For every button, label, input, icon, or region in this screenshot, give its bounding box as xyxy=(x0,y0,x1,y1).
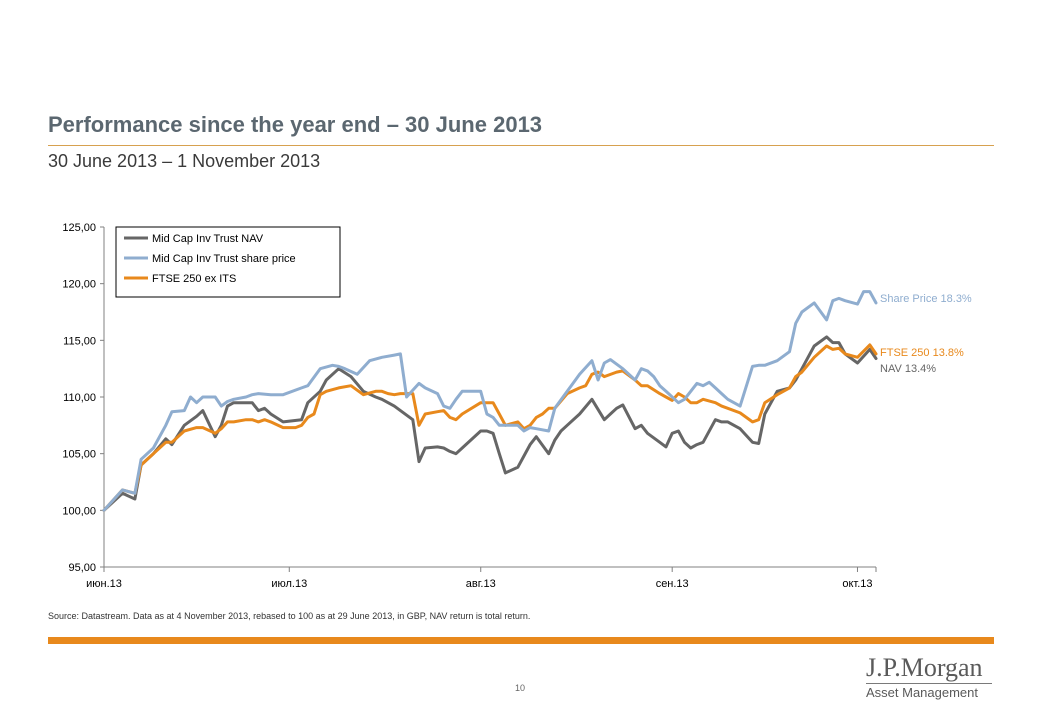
x-tick-label: июн.13 xyxy=(86,578,122,590)
series-line-share-price xyxy=(102,290,878,512)
x-tick-label: сен.13 xyxy=(656,578,689,590)
title-divider xyxy=(48,145,994,146)
logo-divider xyxy=(866,683,992,684)
source-note: Source: Datastream. Data as at 4 Novembe… xyxy=(48,611,531,621)
page-number: 10 xyxy=(514,683,525,693)
chart-axes: 95,00 100,00 105,00 110,00 115,00 120,00 125,0… xyxy=(62,222,877,590)
y-tick-label: 95,00 xyxy=(68,562,96,574)
legend-box xyxy=(115,226,341,298)
y-tick-label: 120,00 xyxy=(62,279,96,291)
footer-accent-bar xyxy=(48,637,994,644)
legend-label: Mid Cap Inv Trust share price xyxy=(152,253,296,265)
chart-end-labels: Share Price 18.3% FTSE 250 13.8% NAV 13.4% xyxy=(880,293,972,375)
x-tick-label: авг.13 xyxy=(466,578,496,590)
y-tick-label: 115,00 xyxy=(63,335,96,347)
logo-subtitle: Asset Management xyxy=(866,685,979,700)
jpmorgan-logo: J.P.Morgan Asset Management xyxy=(866,655,994,700)
logo-wordmark: J.P.Morgan xyxy=(866,653,983,682)
page-title: Performance since the year end – 30 June… xyxy=(48,112,543,137)
legend-label: Mid Cap Inv Trust NAV xyxy=(152,233,264,245)
chart-legend: Mid Cap Inv Trust NAV Mid Cap Inv Trust s… xyxy=(115,226,341,298)
x-tick-label: окт.13 xyxy=(842,578,872,590)
page-subtitle: 30 June 2013 – 1 November 2013 xyxy=(48,151,321,171)
end-label-ftse: FTSE 250 13.8% xyxy=(880,347,964,359)
y-tick-label: 125,00 xyxy=(62,222,96,234)
y-tick-label: 100,00 xyxy=(62,505,96,517)
end-label-share-price: Share Price 18.3% xyxy=(880,293,972,305)
series-line-nav xyxy=(102,335,878,512)
y-tick-label: 105,00 xyxy=(62,449,96,461)
y-tick-label: 110,00 xyxy=(63,392,96,404)
end-label-nav: NAV 13.4% xyxy=(880,363,936,375)
chart-series xyxy=(102,290,878,512)
x-tick-label: июл.13 xyxy=(271,578,307,590)
legend-label: FTSE 250 ex ITS xyxy=(152,273,236,285)
